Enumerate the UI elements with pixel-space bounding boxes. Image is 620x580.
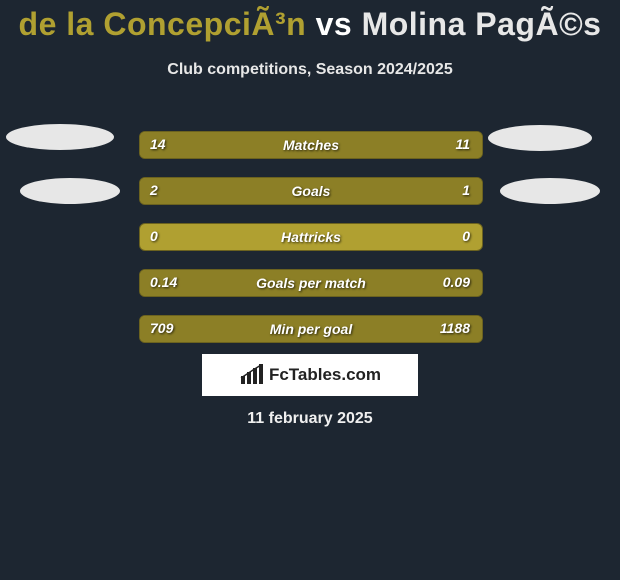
stat-bar: Matches [139,131,483,159]
title-player1: de la ConcepciÃ³n [19,6,307,42]
stat-value-left: 0.14 [150,259,177,305]
stat-value-right: 0 [462,213,470,259]
date-label: 11 february 2025 [0,410,620,428]
stat-value-right: 1 [462,167,470,213]
site-logo[interactable]: FcTables.com [202,354,418,396]
stat-label: Goals [140,178,482,204]
stat-value-right: 1188 [440,305,470,351]
bar-chart-icon [239,364,265,386]
subtitle: Club competitions, Season 2024/2025 [0,61,620,79]
stat-value-right: 0.09 [443,259,470,305]
stat-label: Matches [140,132,482,158]
stat-value-left: 14 [150,121,166,167]
avatar-placeholder [6,124,114,150]
title-vs: vs [316,6,353,42]
avatar-placeholder [488,125,592,151]
page-title: de la ConcepciÃ³n vs Molina PagÃ©s [0,0,620,43]
stat-row: Goals per match0.14 0.09 [0,259,620,305]
avatar-placeholder [20,178,120,204]
stat-value-left: 2 [150,167,158,213]
stat-label: Min per goal [140,316,482,342]
logo-text: FcTables.com [269,365,381,385]
stat-label: Hattricks [140,224,482,250]
title-player2: Molina PagÃ©s [362,6,602,42]
avatar-placeholder [500,178,600,204]
stat-label: Goals per match [140,270,482,296]
stat-bar: Goals [139,177,483,205]
stat-value-left: 709 [150,305,173,351]
stat-value-right: 11 [455,121,470,167]
stat-bar: Hattricks [139,223,483,251]
stat-bar: Goals per match [139,269,483,297]
stat-value-left: 0 [150,213,158,259]
stat-bar: Min per goal [139,315,483,343]
stat-row: Hattricks0 0 [0,213,620,259]
stat-rows: Matches1411Goals21Hattricks00Goals per m… [0,121,620,351]
stat-row: Min per goal709 1188 [0,305,620,351]
